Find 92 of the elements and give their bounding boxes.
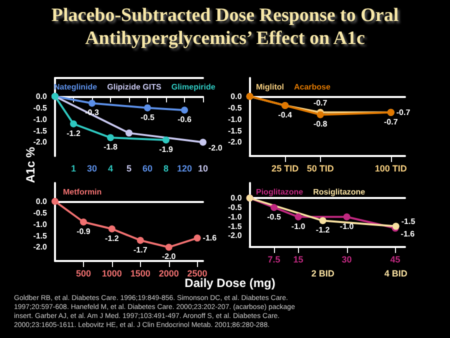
data-label: -0.7 [384,117,398,126]
chart-title: Placebo-Subtracted Dose Response to Oral Antihyperglycemics’ Effect on A1c [50,4,400,50]
x-tick-label: 120 [176,164,192,174]
y-tick-label: -2.0 [228,138,242,147]
point [108,225,116,232]
x-tick-label: 2000 [158,268,179,278]
y-tick-label: -1.5 [33,231,48,240]
data-label: -0.5 [140,112,155,122]
x-tick-label: 60 [142,164,153,174]
data-label: -0.5 [267,212,282,222]
y-tick-label: -1.5 [228,222,242,231]
y-tick-label: -0.5 [33,103,48,112]
data-label: -1.2 [316,226,330,235]
text: Glimepiride [171,82,216,92]
y-axis-title: A1c % [24,146,38,184]
y-tick-label: -1.5 [33,126,48,136]
x-tick-label: 5 [126,164,132,174]
x-tick-label: 8 [163,164,169,174]
series-label: Metformin [63,188,102,196]
y-tick-label: -1.0 [33,114,48,124]
y-tick-label: -0.5 [228,103,242,112]
point [162,136,170,144]
x-tick-label: 30 [86,164,98,174]
point [270,204,278,211]
point [316,111,324,118]
point [80,218,87,226]
data-label: -0.8 [313,120,328,129]
y-tick-label: -0.5 [33,208,48,218]
x-tick-label: 100 TID [374,164,408,174]
data-label: -1.0 [340,222,354,231]
data-label: -1.0 [291,222,306,231]
data-label: -1.2 [66,128,81,138]
y-tick-label: 0.0 [230,194,242,203]
x-tick-label: 2500 [187,268,208,278]
series-label: Miglitol [256,82,284,92]
x-tick-label: 25 TID [272,164,300,174]
y-tick-label: -0.5 [228,202,242,212]
text: Glipizide GITS [107,82,162,92]
x2-tick-label: 4 BID [384,268,408,278]
x-tick-label: 1500 [130,268,150,278]
x-tick-label: 50 TID [306,164,334,174]
x-tick-label: 500 [76,268,91,278]
x-tick-label: 7.5 [268,254,280,264]
point [107,134,114,142]
y-tick-label: 0.0 [36,92,48,101]
x-tick-label: 45 [390,254,400,264]
y-tick-label: -1.0 [228,212,242,222]
data-label: -1.8 [104,142,118,152]
point [144,104,151,112]
x2-tick-label: 2 BID [311,268,335,278]
point [70,120,77,128]
x-axis-title: Daily Dose (mg) [184,276,276,290]
point [126,130,132,137]
point [165,244,172,251]
data-label: -0.7 [396,108,411,117]
text: Rosiglitazone [313,188,366,196]
x-tick-label: 4 [108,164,114,174]
data-label: -2.0 [208,144,223,153]
data-label: -0.9 [76,227,91,236]
point [194,234,201,242]
y-tick-label: 0.0 [230,92,242,101]
data-label: -1.9 [159,144,174,154]
y-tick-label: 0.0 [36,196,48,206]
point [88,100,96,107]
data-label: -0.4 [278,110,292,120]
data-label: -1.6 [202,234,218,243]
x-tick-label: 10 [198,164,208,174]
y-tick-label: -1.5 [228,126,242,136]
x-tick-label: 1000 [102,268,122,278]
point [200,138,206,146]
data-label: -2.0 [162,252,176,262]
x-tick-label: 1 [70,164,76,174]
point [136,236,144,244]
data-label: -1.7 [133,245,148,254]
data-label: -1.6 [400,230,416,239]
data-label: -1.5 [401,216,416,226]
x-tick-label: 15 [293,254,304,264]
y-tick-label: -2.0 [33,138,48,147]
y-tick-label: -2.0 [228,231,242,240]
y-tick-label: -1.0 [228,114,242,124]
data-label: -0.7 [313,98,328,108]
x-tick-label: 30 [342,254,352,264]
point [52,198,58,205]
point [181,106,188,114]
point [294,213,302,220]
data-label: -1.2 [105,234,120,243]
point [343,213,350,220]
series-label: Pioglitazone [256,188,304,196]
series-label: Acarbose [294,82,332,92]
data-label: -0.6 [178,115,192,124]
y-tick-label: -2.0 [33,242,48,252]
y-tick-label: -1.0 [33,220,48,229]
